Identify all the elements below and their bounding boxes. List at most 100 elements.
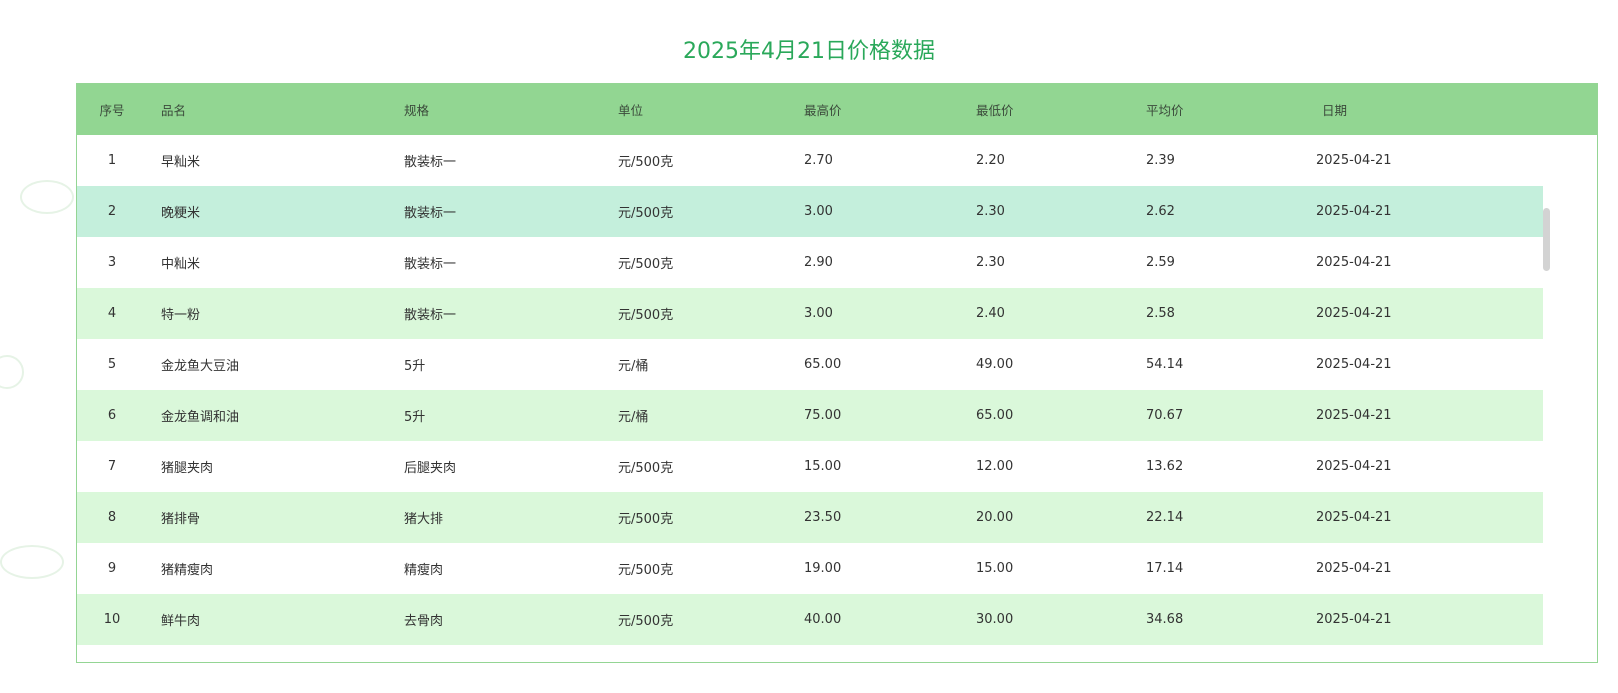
cell-col-avg: 2.39: [1146, 153, 1175, 168]
cell-col-min: 2.40: [976, 306, 1005, 321]
cell-col-avg: 34.68: [1146, 612, 1184, 627]
cell-col-avg: 2.58: [1146, 306, 1175, 321]
cell-col-avg: 2.59: [1146, 255, 1175, 270]
header-col-name: 品名: [161, 103, 187, 118]
header-col-date: 日期: [1322, 103, 1348, 118]
cell-col-avg: 17.14: [1146, 561, 1184, 576]
table-header: 序号 品名 规格 单位 最高价 最低价 平均价 日期: [77, 84, 1597, 135]
cell-col-avg: 2.62: [1146, 204, 1175, 219]
cell-col-unit: 元/500克: [618, 512, 674, 527]
table-row[interactable]: 2 晚粳米 散装标一 元/500克 3.00 2.30 2.62 2025-04-21: [77, 186, 1543, 237]
cell-col-name: 特一粉: [161, 308, 201, 323]
cell-col-seq: 7: [107, 459, 117, 474]
cell-col-unit: 元/500克: [618, 155, 674, 170]
header-col-avg: 平均价: [1146, 103, 1184, 118]
cell-col-date: 2025-04-21: [1316, 153, 1392, 168]
table-body: 1 早籼米 散装标一 元/500克 2.70 2.20 2.39 2025-04-21 2 晚粳米…: [77, 135, 1597, 645]
header-col-spec: 规格: [404, 103, 430, 118]
cell-col-name: 晚粳米: [161, 206, 201, 221]
header-col-min: 最低价: [976, 103, 1014, 118]
cell-col-name: 金龙鱼调和油: [161, 410, 240, 425]
cell-col-seq: 2: [107, 204, 117, 219]
cell-col-spec: 散装标一: [404, 155, 457, 170]
cell-col-date: 2025-04-21: [1316, 459, 1392, 474]
cell-col-max: 65.00: [804, 357, 842, 372]
cell-col-unit: 元/500克: [618, 563, 674, 578]
cell-col-max: 2.70: [804, 153, 833, 168]
table-row[interactable]: 1 早籼米 散装标一 元/500克 2.70 2.20 2.39 2025-04-21: [77, 135, 1543, 186]
cell-col-avg: 13.62: [1146, 459, 1184, 474]
cell-col-unit: 元/500克: [618, 308, 674, 323]
background-decoration: [0, 355, 24, 389]
header-col-max: 最高价: [804, 103, 842, 118]
table-row[interactable]: 7 猪腿夹肉 后腿夹肉 元/500克 15.00 12.00 13.62 2025-04-21: [77, 441, 1543, 492]
cell-col-spec: 散装标一: [404, 308, 457, 323]
cell-col-seq: 5: [107, 357, 117, 372]
cell-col-unit: 元/500克: [618, 257, 674, 272]
cell-col-max: 40.00: [804, 612, 842, 627]
cell-col-seq: 6: [107, 408, 117, 423]
cell-col-spec: 散装标一: [404, 257, 457, 272]
header-col-unit: 单位: [618, 103, 644, 118]
page-title: 2025年4月21日价格数据: [683, 39, 935, 64]
scrollbar[interactable]: [1543, 135, 1550, 662]
cell-col-unit: 元/桶: [618, 359, 649, 374]
table-row[interactable]: 8 猪排骨 猪大排 元/500克 23.50 20.00 22.14 2025-04-21: [77, 492, 1543, 543]
cell-col-name: 金龙鱼大豆油: [161, 359, 240, 374]
cell-col-seq: 3: [107, 255, 117, 270]
cell-col-min: 2.30: [976, 255, 1005, 270]
cell-col-date: 2025-04-21: [1316, 561, 1392, 576]
cell-col-min: 15.00: [976, 561, 1014, 576]
cell-col-spec: 后腿夹肉: [404, 461, 457, 476]
cell-col-date: 2025-04-21: [1316, 255, 1392, 270]
cell-col-max: 2.90: [804, 255, 833, 270]
cell-col-avg: 22.14: [1146, 510, 1184, 525]
cell-col-unit: 元/500克: [618, 461, 674, 476]
cell-col-seq: 4: [107, 306, 117, 321]
cell-col-spec: 散装标一: [404, 206, 457, 221]
table-row[interactable]: 4 特一粉 散装标一 元/500克 3.00 2.40 2.58 2025-04-21: [77, 288, 1543, 339]
cell-col-avg: 70.67: [1146, 408, 1184, 423]
header-col-seq: 序号: [99, 103, 125, 118]
cell-col-min: 2.30: [976, 204, 1005, 219]
cell-col-name: 猪腿夹肉: [161, 461, 214, 476]
table-row[interactable]: 6 金龙鱼调和油 5升 元/桶 75.00 65.00 70.67 2025-04-21: [77, 390, 1543, 441]
table-row[interactable]: 9 猪精瘦肉 精瘦肉 元/500克 19.00 15.00 17.14 2025-04-21: [77, 543, 1543, 594]
cell-col-unit: 元/桶: [618, 410, 649, 425]
cell-col-min: 2.20: [976, 153, 1005, 168]
cell-col-seq: 9: [107, 561, 117, 576]
cell-col-spec: 猪大排: [404, 512, 444, 527]
cell-col-seq: 10: [103, 612, 121, 627]
cell-col-spec: 5升: [404, 410, 426, 425]
cell-col-min: 49.00: [976, 357, 1014, 372]
cell-col-max: 23.50: [804, 510, 842, 525]
cell-col-date: 2025-04-21: [1316, 357, 1392, 372]
cell-col-seq: 1: [107, 153, 117, 168]
scrollbar-thumb[interactable]: [1543, 208, 1550, 271]
cell-col-date: 2025-04-21: [1316, 306, 1392, 321]
cell-col-name: 猪精瘦肉: [161, 563, 214, 578]
cell-col-min: 30.00: [976, 612, 1014, 627]
cell-col-avg: 54.14: [1146, 357, 1184, 372]
table-row[interactable]: 10 鲜牛肉 去骨肉 元/500克 40.00 30.00 34.68 2025-04-21: [77, 594, 1543, 645]
cell-col-date: 2025-04-21: [1316, 204, 1392, 219]
cell-col-date: 2025-04-21: [1316, 408, 1392, 423]
cell-col-unit: 元/500克: [618, 614, 674, 629]
cell-col-unit: 元/500克: [618, 206, 674, 221]
table-row[interactable]: 5 金龙鱼大豆油 5升 元/桶 65.00 49.00 54.14 2025-04-21: [77, 339, 1543, 390]
cell-col-max: 19.00: [804, 561, 842, 576]
cell-col-min: 12.00: [976, 459, 1014, 474]
table-row[interactable]: 3 中籼米 散装标一 元/500克 2.90 2.30 2.59 2025-04-21: [77, 237, 1543, 288]
background-decoration: [0, 545, 64, 579]
background-decoration: [20, 180, 74, 214]
cell-col-name: 猪排骨: [161, 512, 201, 527]
cell-col-name: 鲜牛肉: [161, 614, 201, 629]
cell-col-spec: 精瘦肉: [404, 563, 444, 578]
cell-col-min: 65.00: [976, 408, 1014, 423]
cell-col-max: 3.00: [804, 204, 833, 219]
cell-col-name: 早籼米: [161, 155, 201, 170]
cell-col-seq: 8: [107, 510, 117, 525]
cell-col-spec: 5升: [404, 359, 426, 374]
price-table: 序号 品名 规格 单位 最高价 最低价 平均价 日期 1 早籼米 散装标一 元/500克 2.70 2.…: [76, 83, 1598, 663]
cell-col-date: 2025-04-21: [1316, 510, 1392, 525]
